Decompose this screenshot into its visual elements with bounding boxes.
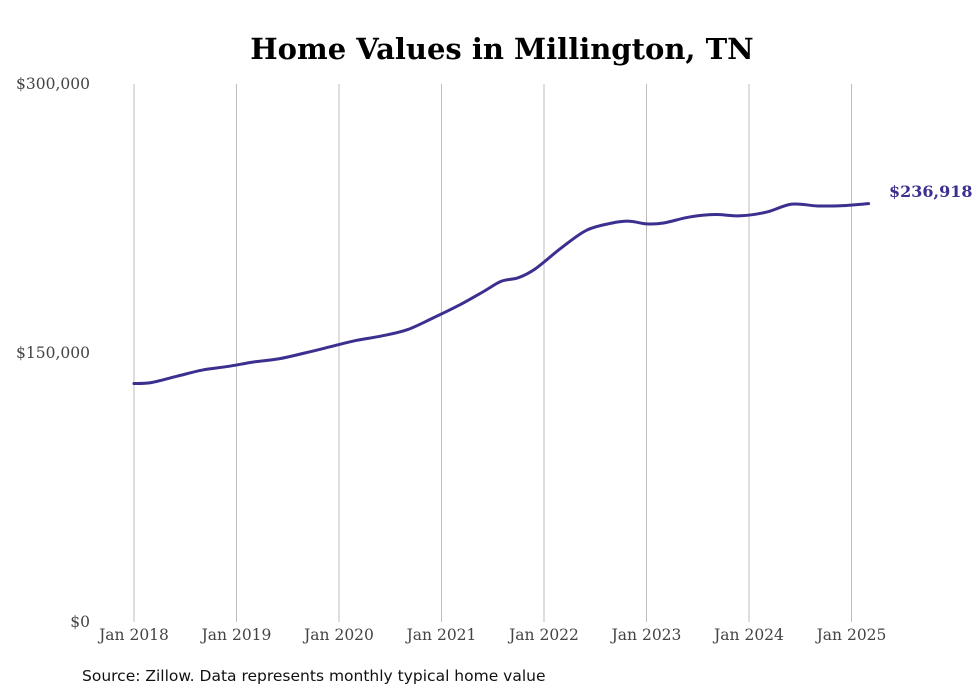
data-point (278, 358, 280, 360)
y-tick-label: $150,000 (16, 344, 90, 362)
home-value-series-line (132, 202, 871, 385)
data-point (304, 352, 306, 354)
data-point (646, 223, 648, 225)
data-point (201, 369, 203, 371)
data-point (227, 365, 229, 367)
data-point (253, 361, 255, 363)
series-layer (132, 202, 871, 385)
data-point (329, 346, 331, 348)
data-point (458, 304, 460, 306)
x-tick-label: Jan 2020 (302, 626, 374, 644)
data-point (500, 280, 502, 282)
data-point (688, 216, 690, 218)
data-point (663, 222, 665, 224)
data-point (765, 211, 767, 213)
x-axis-tick-labels: Jan 2018 Jan 2019 Jan 2020 Jan 2021 Jan 2022… (97, 626, 886, 644)
series-end-value-label: $236,918 (889, 182, 973, 201)
data-point (133, 382, 135, 384)
x-tick-label: Jan 2021 (405, 626, 477, 644)
data-point (816, 205, 818, 207)
data-point (534, 268, 536, 270)
data-point (611, 222, 613, 224)
source-note: Source: Zillow. Data represents monthly … (82, 667, 546, 685)
data-point (628, 220, 630, 222)
x-tick-label: Jan 2019 (200, 626, 272, 644)
data-point (432, 317, 434, 319)
data-point (842, 205, 844, 207)
y-axis-tick-labels: $0 $150,000 $300,000 (16, 75, 90, 631)
data-point (517, 277, 519, 279)
data-point (714, 214, 716, 216)
data-point (406, 329, 408, 331)
data-point (176, 375, 178, 377)
chart-title: Home Values in Millington, TN (250, 32, 753, 66)
data-point (560, 247, 562, 249)
data-point (355, 339, 357, 341)
x-tick-label: Jan 2018 (97, 626, 169, 644)
x-tick-label: Jan 2025 (815, 626, 887, 644)
data-point (791, 203, 793, 205)
y-tick-label: $0 (70, 613, 90, 631)
data-point (586, 229, 588, 231)
data-point (381, 335, 383, 337)
data-point (150, 382, 152, 384)
data-point (868, 203, 870, 205)
x-tick-label: Jan 2022 (507, 626, 579, 644)
y-tick-label: $300,000 (16, 75, 90, 93)
data-point (739, 215, 741, 217)
x-tick-label: Jan 2024 (712, 626, 784, 644)
x-tick-label: Jan 2023 (610, 626, 682, 644)
data-point (483, 290, 485, 292)
vertical-gridlines (133, 84, 852, 622)
